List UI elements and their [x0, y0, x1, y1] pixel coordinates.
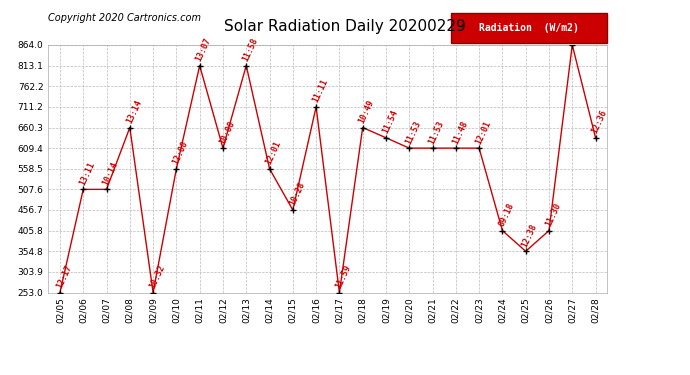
- Text: 10:14: 10:14: [101, 160, 120, 187]
- Text: 12:01: 12:01: [474, 119, 493, 146]
- Text: 11:58: 11:58: [241, 36, 259, 63]
- Text: 12:01: 12:01: [264, 140, 283, 166]
- Text: 13:07: 13:07: [195, 36, 213, 63]
- Text: Solar Radiation Daily 20200229: Solar Radiation Daily 20200229: [224, 19, 466, 34]
- Text: 11:53: 11:53: [404, 119, 422, 146]
- Text: 12:36: 12:36: [590, 108, 609, 135]
- Text: 12:00: 12:00: [171, 140, 190, 166]
- Text: 11:11: 11:11: [310, 78, 329, 104]
- Text: 12:38: 12:38: [520, 222, 539, 249]
- Text: Copyright 2020 Cartronics.com: Copyright 2020 Cartronics.com: [48, 13, 201, 23]
- Text: 11:30: 11:30: [544, 201, 562, 228]
- Text: 11:59: 11:59: [334, 263, 353, 290]
- Text: Radiation  (W/m2): Radiation (W/m2): [479, 22, 579, 33]
- Text: 09:18: 09:18: [497, 201, 515, 228]
- Text: 11:48: 11:48: [451, 119, 469, 146]
- Text: 10:32: 10:32: [148, 263, 166, 290]
- Text: 12:56: 12:56: [567, 16, 586, 42]
- Text: 12:17: 12:17: [55, 263, 73, 290]
- Text: 11:54: 11:54: [381, 108, 400, 135]
- Text: 10:28: 10:28: [288, 181, 306, 207]
- Bar: [451, 13, 607, 42]
- Text: 13:14: 13:14: [124, 98, 143, 125]
- Text: 13:11: 13:11: [78, 160, 97, 187]
- Text: 10:00: 10:00: [217, 119, 236, 146]
- Text: 11:53: 11:53: [427, 119, 446, 146]
- Text: 10:49: 10:49: [357, 98, 376, 125]
